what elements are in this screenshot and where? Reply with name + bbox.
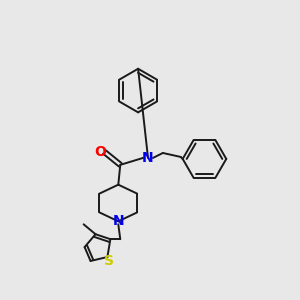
Text: N: N — [112, 214, 124, 228]
Text: O: O — [94, 145, 106, 159]
Text: S: S — [104, 254, 114, 268]
Text: N: N — [142, 151, 154, 165]
